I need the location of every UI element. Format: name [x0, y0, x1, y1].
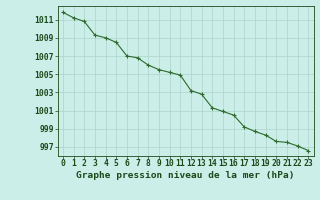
X-axis label: Graphe pression niveau de la mer (hPa): Graphe pression niveau de la mer (hPa): [76, 171, 295, 180]
